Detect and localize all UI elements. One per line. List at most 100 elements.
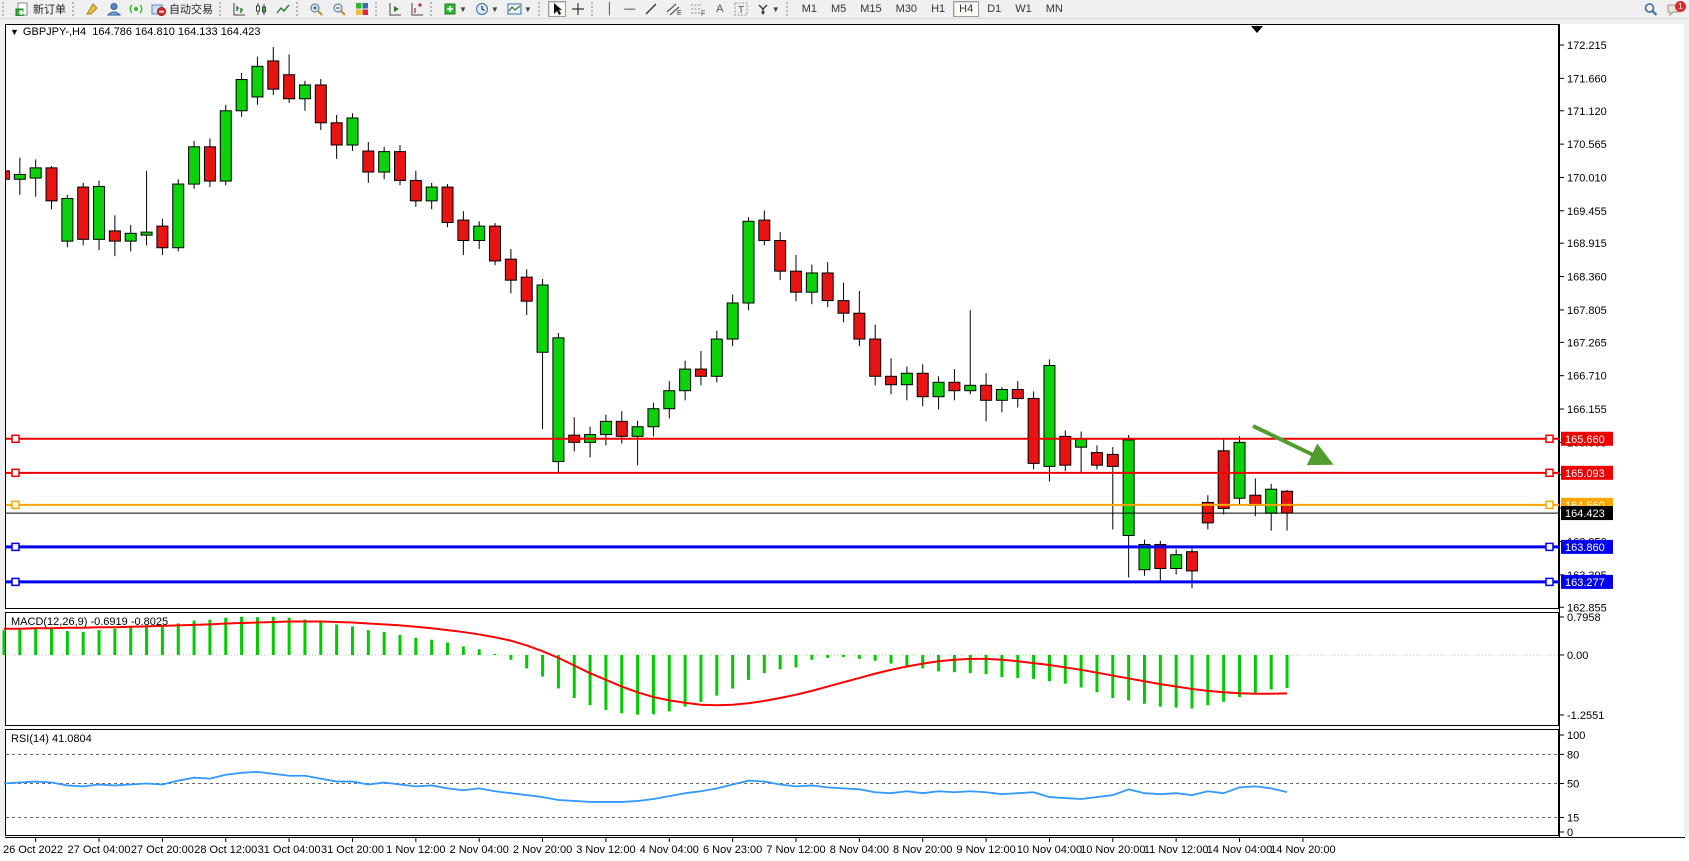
panel-border	[5, 612, 1559, 726]
new-order-label: 新订单	[33, 4, 66, 16]
tile-windows-icon	[356, 3, 368, 15]
macd-axis-tick: 0.00	[1567, 650, 1588, 662]
candlestick	[1122, 439, 1135, 536]
candlestick	[710, 338, 723, 377]
line-handle[interactable]	[11, 500, 20, 510]
time-axis-label: 4 Nov 04:00	[640, 844, 699, 856]
price-axis-tick: 168.360	[1567, 272, 1607, 284]
timeframe-d1[interactable]: D1	[987, 3, 1002, 15]
highlighter-button[interactable]	[82, 1, 102, 17]
price-axis-tick: 171.660	[1567, 73, 1607, 85]
toolbar-grip[interactable]	[785, 2, 793, 16]
vertical-line-icon: │	[606, 2, 614, 15]
timeframe-w1[interactable]: W1	[1015, 3, 1032, 15]
toolbar-grip[interactable]	[2, 2, 9, 16]
indicator-window-button[interactable]	[407, 1, 427, 17]
rsi-axis-tick: 15	[1567, 812, 1579, 824]
data-window-icon	[389, 3, 401, 16]
text-tool[interactable]: A	[711, 1, 729, 17]
bar-chart-button[interactable]	[229, 1, 249, 17]
zoom-in-button[interactable]	[306, 1, 327, 17]
cursor-tool-button[interactable]	[547, 1, 566, 17]
text-label-tool[interactable]: T	[731, 1, 751, 17]
time-axis-label: 1 Nov 12:00	[386, 844, 445, 856]
profile-button[interactable]	[104, 1, 124, 17]
timeframe-m5[interactable]: M5	[830, 3, 847, 15]
time-axis-label: 26 Oct 2022	[3, 844, 63, 856]
tile-windows-button[interactable]	[352, 1, 372, 17]
line-handle[interactable]	[11, 542, 20, 552]
price-label-text: 164.423	[1565, 508, 1605, 520]
candlestick	[235, 79, 248, 112]
search-button[interactable]	[1640, 1, 1661, 17]
channel-tool[interactable]: E	[663, 1, 685, 17]
price-label-text: 165.660	[1565, 434, 1605, 446]
toolbar-grip[interactable]	[590, 2, 598, 16]
rsi-line	[3, 770, 1288, 803]
candlestick	[885, 375, 898, 386]
toolbar-grip[interactable]	[537, 2, 545, 16]
timeframe-m15[interactable]: M15	[860, 3, 882, 15]
panel-border	[5, 729, 1559, 836]
line-handle[interactable]	[1545, 542, 1554, 552]
collapse-triangle-icon[interactable]: ▼	[10, 27, 19, 37]
candlestick	[156, 225, 169, 249]
add-indicator-icon	[444, 3, 456, 15]
fibonacci-tool[interactable]: F	[687, 1, 709, 17]
autotrading-button[interactable]: 自动交易	[148, 1, 216, 17]
candlestick	[504, 258, 517, 281]
line-handle[interactable]	[11, 577, 20, 587]
candlestick	[916, 372, 929, 398]
timeframe-mn[interactable]: MN	[1045, 3, 1063, 15]
notifications-button[interactable]: 1	[1663, 1, 1686, 17]
toolbar-grip[interactable]	[72, 2, 79, 16]
price-axis-tick: 167.805	[1567, 305, 1607, 317]
trend-arrow-annotation[interactable]	[1252, 424, 1334, 466]
crosshair-tool-button[interactable]	[568, 1, 588, 17]
line-handle[interactable]	[11, 434, 20, 444]
candlestick	[489, 225, 502, 262]
zoom-out-button[interactable]	[329, 1, 350, 17]
new-order-icon	[15, 2, 28, 16]
toolbar-grip[interactable]	[296, 2, 303, 16]
line-handle[interactable]	[1545, 500, 1554, 510]
candlestick-chart-button[interactable]	[251, 1, 271, 17]
data-window-button[interactable]	[385, 1, 405, 17]
toolbar-grip[interactable]	[219, 2, 226, 16]
time-marker-icon[interactable]	[1251, 26, 1263, 33]
vertical-line-tool[interactable]: │	[601, 1, 619, 17]
template-dropdown[interactable]: ▼	[504, 1, 535, 17]
timeframe-m1[interactable]: M1	[801, 3, 817, 15]
dropdown-caret-icon: ▼	[523, 4, 532, 14]
line-handle[interactable]	[1545, 434, 1554, 444]
candlestick	[188, 146, 201, 185]
signals-button[interactable]	[126, 1, 146, 17]
macd-axis-tick: -1.2551	[1567, 710, 1604, 722]
new-order-button[interactable]: 新订单	[12, 1, 69, 17]
candlestick	[251, 65, 264, 98]
timeframe-h1[interactable]: H1	[931, 3, 946, 15]
arrows-dropdown[interactable]: ▼	[753, 1, 783, 17]
timeframe-m30[interactable]: M30	[895, 3, 918, 15]
cursor-icon	[553, 3, 562, 15]
line-handle[interactable]	[1545, 468, 1554, 478]
horizontal-line-tool[interactable]: —	[621, 1, 639, 17]
toolbar-grip[interactable]	[375, 2, 382, 16]
toolbar-grip[interactable]	[430, 2, 437, 16]
add-indicator-dropdown[interactable]: ▼	[440, 1, 470, 17]
time-axis-label: 14 Nov 20:00	[1270, 844, 1335, 856]
trendline-tool[interactable]	[641, 1, 661, 17]
horizontal-line-icon: —	[624, 2, 636, 15]
candlestick	[679, 368, 692, 392]
period-dropdown[interactable]: ▼	[472, 1, 502, 17]
line-handle[interactable]	[1545, 577, 1554, 587]
candlestick	[124, 232, 137, 242]
candlestick	[805, 272, 818, 293]
line-chart-button[interactable]	[273, 1, 293, 17]
zoom-out-icon	[333, 3, 346, 16]
candlestick	[552, 337, 565, 463]
candlestick	[172, 183, 185, 249]
line-handle[interactable]	[11, 468, 20, 478]
timeframe-h4[interactable]: H4	[953, 1, 980, 17]
